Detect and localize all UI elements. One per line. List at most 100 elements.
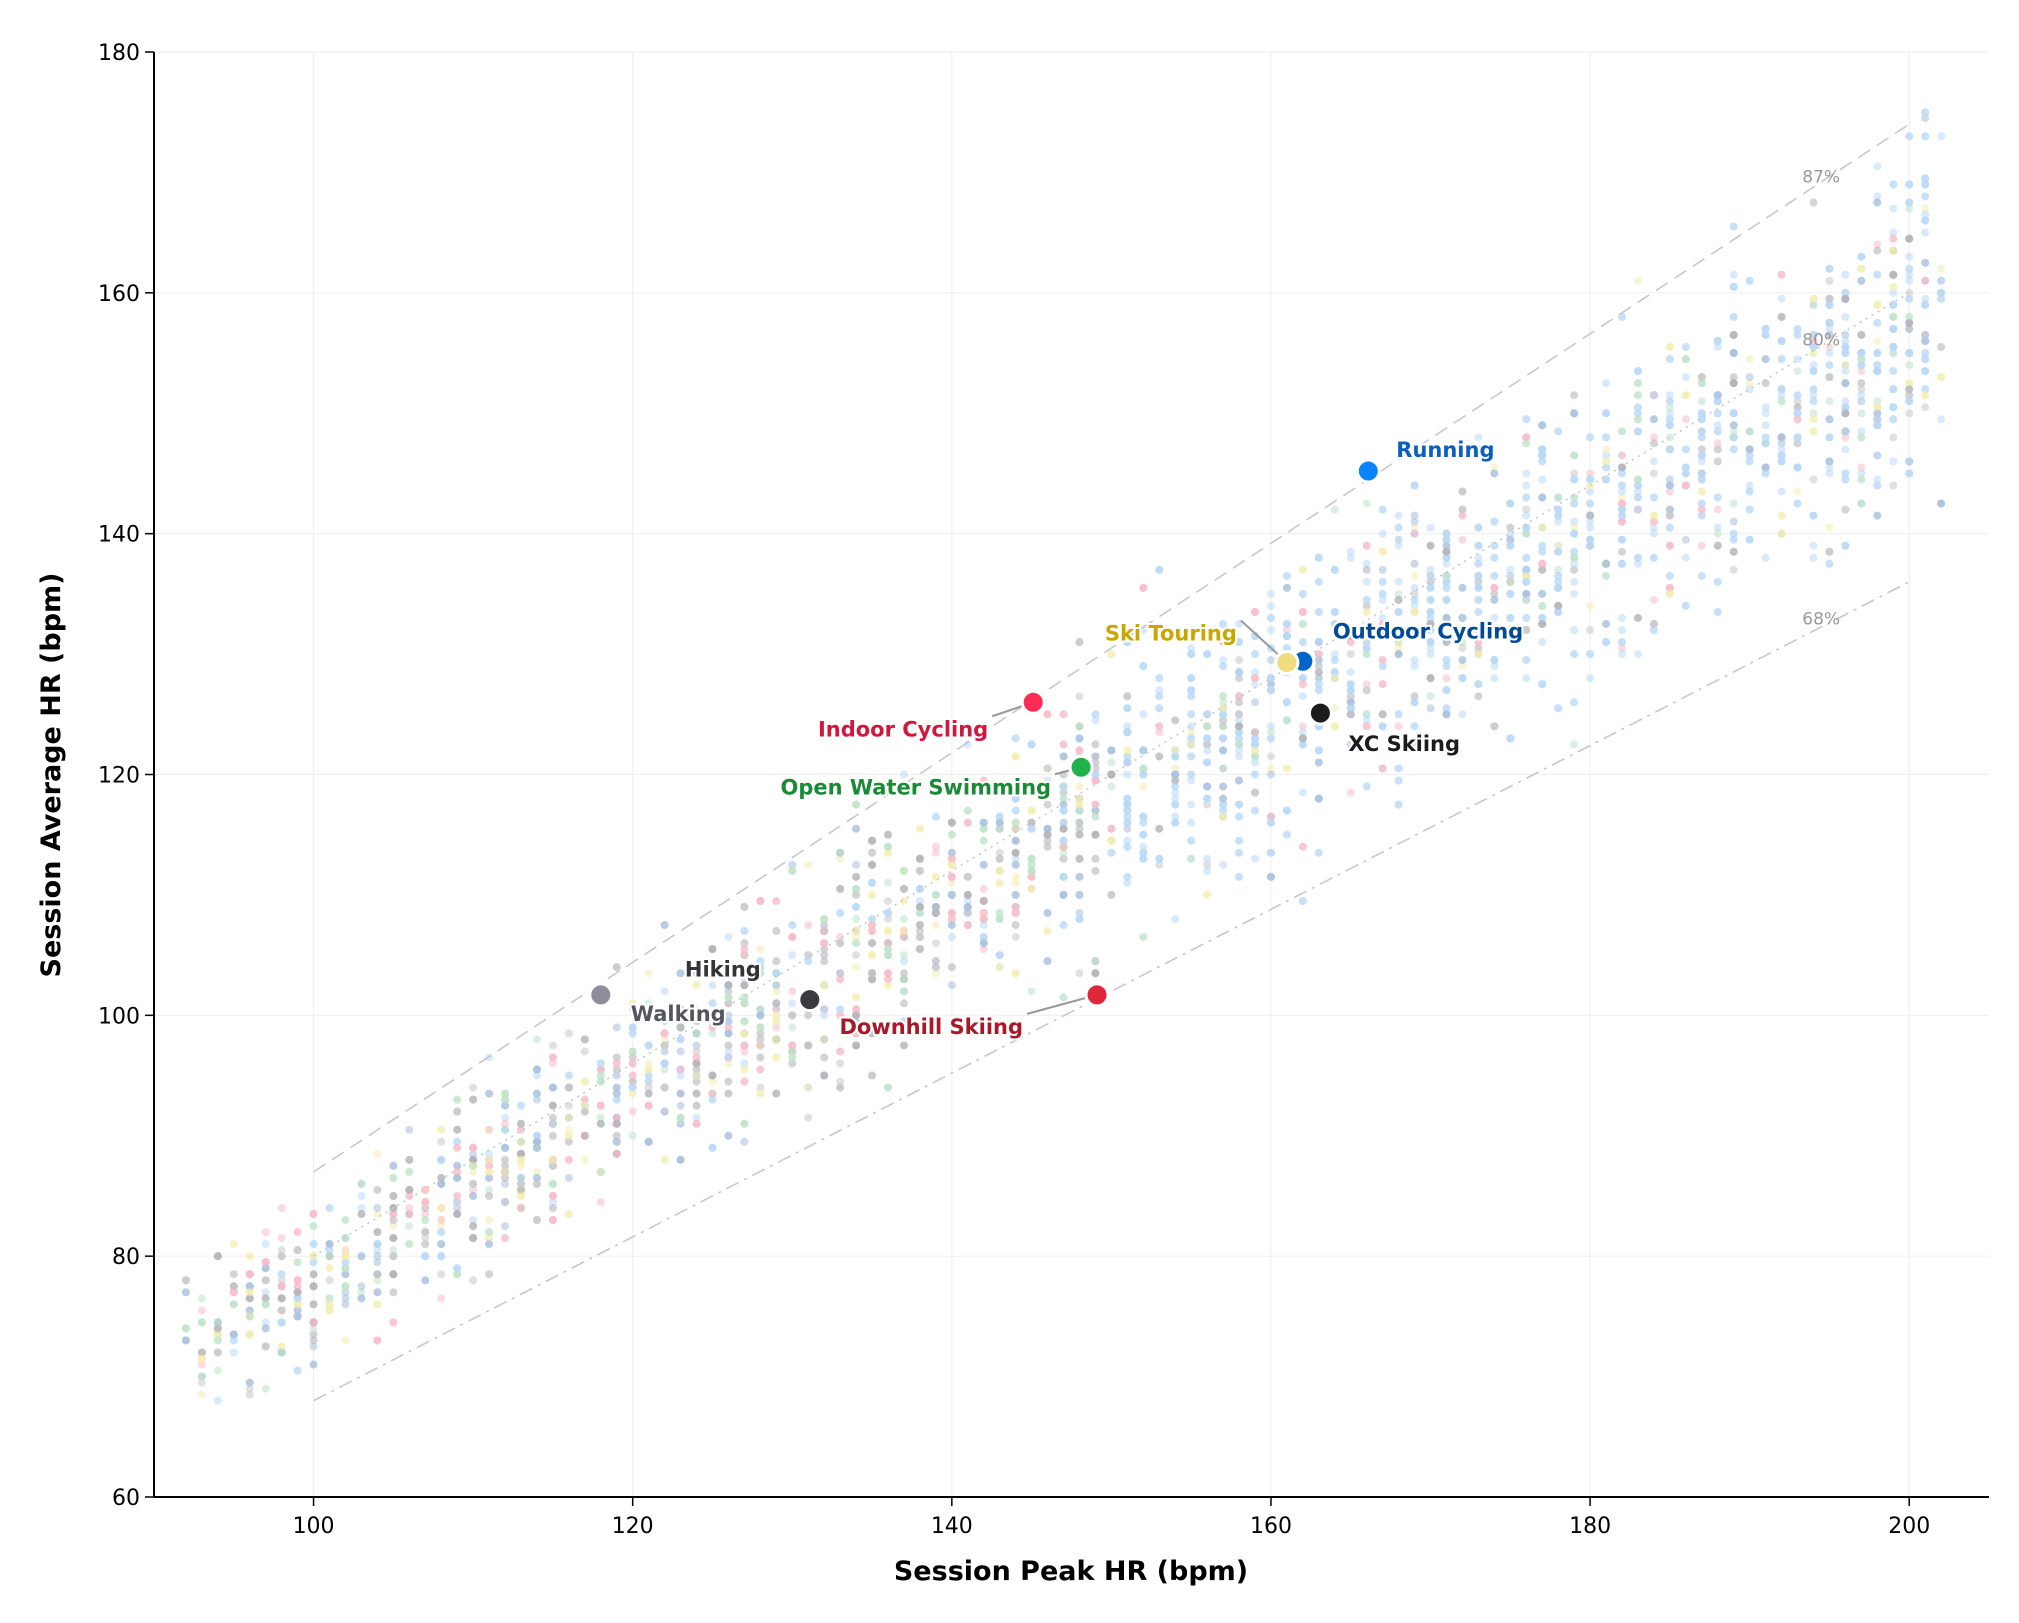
session-point	[1027, 824, 1036, 833]
reference-lines: 87%80%68%	[313, 123, 1910, 1402]
session-point	[1697, 475, 1706, 484]
session-point	[1841, 469, 1850, 478]
session-point	[245, 1330, 254, 1339]
session-point	[660, 1059, 669, 1068]
x-axis-label: Session Peak HR (bpm)	[894, 1556, 1248, 1587]
session-point	[1075, 890, 1084, 899]
session-point	[1586, 475, 1595, 484]
session-point	[1761, 421, 1770, 430]
session-point	[1490, 613, 1499, 622]
session-point	[1921, 355, 1930, 364]
session-point	[708, 981, 717, 990]
session-point	[644, 1101, 653, 1110]
session-point	[1586, 511, 1595, 520]
mean-point-label: XC Skiing	[1348, 732, 1460, 756]
session-point	[1522, 493, 1531, 502]
session-point	[1011, 794, 1020, 803]
session-point	[341, 1246, 350, 1255]
session-point	[947, 872, 956, 881]
session-point	[1681, 373, 1690, 382]
session-point	[1410, 595, 1419, 604]
session-point	[437, 1204, 446, 1212]
session-point	[868, 1029, 877, 1038]
session-point	[1873, 270, 1882, 279]
session-point	[1713, 337, 1722, 345]
session-point	[357, 1288, 366, 1297]
session-point	[1554, 601, 1563, 610]
session-point	[1554, 493, 1563, 502]
session-point	[437, 1222, 446, 1231]
session-point	[628, 1053, 637, 1062]
session-point	[1235, 698, 1244, 707]
session-point	[1235, 734, 1244, 743]
session-point	[1586, 626, 1595, 634]
session-point	[245, 1384, 254, 1393]
session-point	[852, 915, 861, 923]
session-point	[1586, 523, 1595, 532]
session-point	[1123, 746, 1132, 755]
session-point	[1442, 547, 1451, 556]
session-point	[1697, 505, 1706, 514]
session-point	[1394, 710, 1403, 719]
session-point	[1314, 668, 1323, 677]
session-point	[660, 1017, 669, 1026]
session-point	[1075, 800, 1084, 809]
session-point	[836, 908, 845, 917]
session-point	[756, 963, 765, 972]
session-point	[979, 824, 988, 833]
session-point	[1123, 812, 1132, 821]
session-point	[884, 945, 892, 954]
session-point	[1570, 565, 1579, 574]
session-point	[1713, 505, 1722, 514]
session-point	[1266, 601, 1275, 610]
session-point	[421, 1228, 430, 1237]
session-point	[820, 939, 829, 948]
session-point	[1123, 770, 1132, 779]
session-point	[1075, 915, 1084, 923]
mean-point	[1307, 700, 1333, 726]
session-point	[660, 1065, 669, 1074]
session-point	[1618, 613, 1626, 622]
session-point	[1873, 451, 1882, 460]
session-point	[676, 1071, 685, 1080]
session-point	[1266, 734, 1275, 743]
session-point	[1570, 475, 1579, 484]
session-point	[1921, 114, 1930, 123]
session-point	[213, 1396, 222, 1405]
session-point	[852, 1041, 861, 1050]
session-point	[1474, 433, 1483, 442]
session-point	[1187, 770, 1196, 779]
session-point	[899, 951, 908, 960]
session-point	[1187, 734, 1196, 743]
session-point	[1314, 662, 1323, 671]
session-point	[1522, 565, 1531, 574]
session-point	[628, 1005, 637, 1014]
session-point	[1043, 824, 1052, 833]
session-point	[963, 896, 972, 905]
session-point	[1857, 469, 1866, 478]
session-point	[437, 1179, 446, 1188]
session-point	[1251, 854, 1259, 863]
session-point	[1729, 565, 1738, 574]
session-point	[1107, 836, 1116, 845]
session-point	[1314, 686, 1323, 695]
session-point	[947, 878, 956, 887]
session-point	[1697, 541, 1706, 550]
session-point	[947, 854, 956, 863]
session-point	[1314, 650, 1323, 659]
session-point	[1139, 933, 1148, 942]
session-point	[1554, 565, 1563, 574]
session-point	[1075, 692, 1084, 701]
session-point	[1522, 577, 1531, 586]
session-point	[1410, 722, 1419, 731]
session-point	[1139, 662, 1148, 671]
session-point	[1873, 337, 1882, 345]
session-point	[1665, 511, 1674, 520]
mean-point-label: Ski Touring	[1105, 622, 1237, 646]
session-point	[309, 1318, 318, 1327]
session-point	[740, 975, 749, 984]
session-point	[1458, 674, 1467, 683]
session-point	[612, 1095, 621, 1104]
session-point	[373, 1300, 382, 1309]
session-point	[1075, 824, 1084, 833]
